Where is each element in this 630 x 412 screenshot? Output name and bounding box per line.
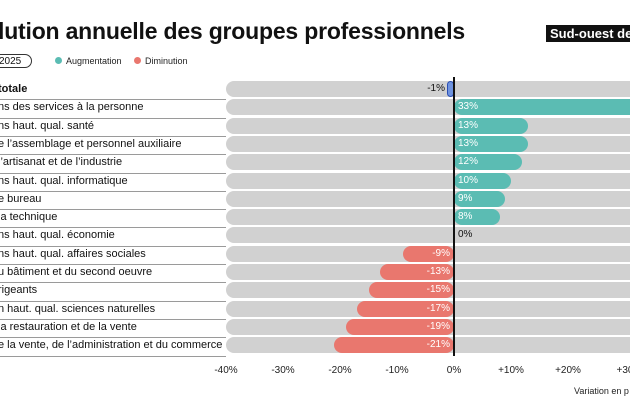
value-label: -9% <box>432 247 450 259</box>
category-label: ns haut. qual. affaires sociales <box>0 247 146 260</box>
category-label: la restauration et de la vente <box>0 320 137 333</box>
legend-item-decrease: Diminution <box>134 56 188 66</box>
row-separator <box>0 154 226 156</box>
bar-decrease[interactable] <box>345 318 454 335</box>
x-tick-label: +30 <box>616 365 630 376</box>
bar-track <box>226 172 630 189</box>
bar-decrease[interactable] <box>379 264 454 280</box>
value-label: -15% <box>426 284 450 296</box>
bar-decrease[interactable] <box>368 282 454 299</box>
category-label: ns haut. qual. économie <box>0 229 115 242</box>
row-separator <box>0 300 226 302</box>
category-label: n haut. qual. sciences naturelles <box>0 302 156 315</box>
value-label: -19% <box>426 320 450 332</box>
x-tick-label: 0% <box>446 365 462 376</box>
category-label: ns haut. qual. informatique <box>0 174 128 187</box>
region-badge[interactable]: Sud-ouest de L <box>546 25 630 42</box>
row-separator <box>0 355 226 357</box>
value-label: 10% <box>458 174 479 186</box>
category-label: e bureau <box>0 192 42 205</box>
row-separator <box>0 99 226 101</box>
row-separator <box>0 209 226 211</box>
value-label: 13% <box>458 137 479 149</box>
bar-increase[interactable] <box>454 117 529 134</box>
category-label: e la vente, de l’administration et du co… <box>0 339 223 352</box>
legend-dot-decrease-icon <box>134 57 141 64</box>
bar-track <box>226 209 630 226</box>
bar-track <box>226 117 630 134</box>
bar-increase[interactable] <box>454 99 630 116</box>
value-label: 12% <box>458 156 479 168</box>
bar-track <box>226 81 630 97</box>
bar-increase[interactable] <box>454 209 500 226</box>
zero-axis-line <box>453 77 455 356</box>
x-tick-label: -10% <box>385 365 409 376</box>
row-separator <box>0 117 226 119</box>
x-tick-label: -20% <box>328 365 352 376</box>
category-label: ns des services à la personne <box>0 101 144 114</box>
x-axis-label: Variation en p <box>574 386 629 396</box>
row-separator <box>0 135 226 137</box>
legend-dot-increase-icon <box>55 57 62 64</box>
category-label: totale <box>0 83 28 95</box>
row-separator <box>0 264 226 265</box>
row-separator <box>0 245 226 247</box>
category-label: l’artisanat et de l’industrie <box>0 156 123 169</box>
value-label: -17% <box>426 302 450 314</box>
category-label: ns haut. qual. santé <box>0 119 95 132</box>
bar-track <box>226 227 630 244</box>
x-tick-label: +20% <box>555 365 581 376</box>
row-separator <box>0 172 226 174</box>
bar-decrease[interactable] <box>402 245 454 262</box>
value-label: 8% <box>458 211 473 223</box>
x-tick-label: +10% <box>498 365 524 376</box>
bar-track <box>226 135 630 152</box>
row-separator <box>0 190 226 192</box>
row-separator <box>0 318 226 320</box>
chart-title: lution annuelle des groupes professionne… <box>0 18 466 44</box>
legend-label-increase: Augmentation <box>66 56 122 66</box>
x-tick-label: -40% <box>214 365 238 376</box>
value-label: -13% <box>426 266 450 277</box>
value-label: -21% <box>426 339 450 351</box>
value-label: 0% <box>458 229 473 241</box>
legend-item-increase: Augmentation <box>55 56 122 66</box>
bar-track <box>226 190 630 207</box>
bar-decrease[interactable] <box>334 337 454 354</box>
category-label: u bâtiment et du second oeuvre <box>0 266 153 278</box>
bar-increase[interactable] <box>454 135 529 152</box>
bar-decrease[interactable] <box>357 300 454 317</box>
value-label: 9% <box>458 192 473 204</box>
row-separator <box>0 227 226 229</box>
value-label: -1% <box>427 83 445 94</box>
row-separator <box>0 282 226 284</box>
period-selector[interactable]: 2025 <box>0 54 32 68</box>
value-label: 13% <box>458 119 479 131</box>
category-label: rigeants <box>0 284 38 297</box>
x-tick-label: -30% <box>271 365 295 376</box>
bar-increase[interactable] <box>454 154 523 171</box>
bar-track <box>226 154 630 171</box>
bar-increase[interactable] <box>454 172 511 189</box>
value-label: 33% <box>458 101 479 113</box>
legend-label-decrease: Diminution <box>145 56 188 66</box>
row-separator <box>0 337 226 339</box>
category-label: la technique <box>0 211 58 224</box>
category-label: e l’assemblage et personnel auxiliaire <box>0 137 182 150</box>
bar-increase[interactable] <box>454 190 506 207</box>
